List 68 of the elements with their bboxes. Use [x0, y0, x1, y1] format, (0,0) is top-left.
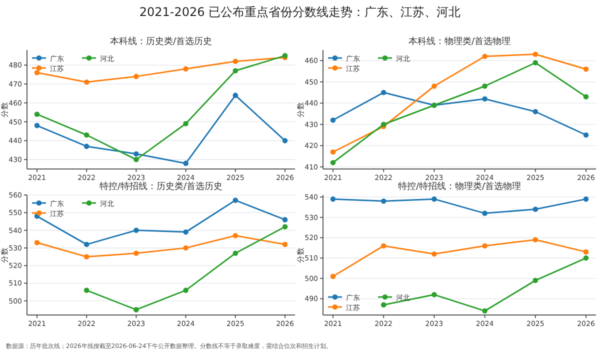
point	[282, 242, 288, 248]
point	[532, 278, 538, 284]
point	[134, 156, 139, 162]
point	[380, 90, 386, 96]
point	[232, 92, 238, 98]
point	[380, 302, 386, 308]
chart-title: 2021-2026 已公布重点省份分数线走势：广东、江苏、河北	[139, 5, 461, 19]
point	[330, 117, 336, 123]
point	[330, 274, 336, 279]
point	[380, 243, 386, 248]
point	[432, 292, 437, 298]
point	[583, 94, 589, 100]
point	[84, 242, 90, 248]
point	[34, 70, 40, 76]
point	[583, 255, 589, 261]
point	[330, 149, 336, 155]
point	[134, 228, 139, 233]
point	[134, 74, 139, 80]
point	[532, 206, 538, 212]
point	[583, 249, 589, 255]
chart-subtitle: 特控/特招线：物理类/首选物理	[398, 181, 522, 192]
point	[482, 96, 488, 102]
point	[432, 196, 437, 202]
point	[183, 288, 188, 293]
point	[432, 83, 437, 89]
point	[232, 198, 238, 203]
point	[532, 52, 538, 57]
point	[583, 132, 589, 138]
point	[330, 160, 336, 166]
point	[232, 68, 238, 74]
point	[532, 237, 538, 242]
point	[84, 288, 90, 293]
point	[232, 232, 238, 238]
point	[84, 132, 90, 138]
chart-subtitle: 本科线：历史类/首选历史	[110, 36, 212, 47]
point	[380, 198, 386, 204]
point	[482, 308, 488, 314]
point	[183, 245, 188, 251]
point	[282, 138, 288, 144]
point	[183, 66, 188, 72]
point	[532, 108, 538, 114]
point	[134, 250, 139, 256]
point	[282, 217, 288, 222]
point	[583, 66, 589, 72]
chart-subtitle: 特控/特招线：历史类/首选历史	[99, 181, 223, 192]
point	[34, 122, 40, 128]
point	[583, 196, 589, 202]
point	[482, 83, 488, 89]
point	[183, 229, 188, 235]
point	[482, 243, 488, 248]
point	[232, 250, 238, 256]
point	[134, 151, 139, 157]
point	[432, 251, 437, 257]
point	[232, 58, 238, 64]
point	[482, 210, 488, 216]
point	[134, 307, 139, 312]
point	[330, 196, 336, 202]
point	[282, 224, 288, 230]
point	[34, 112, 40, 117]
chart-subtitle: 本科线：物理类/首选物理	[408, 36, 511, 47]
point	[84, 79, 90, 85]
point	[34, 240, 40, 246]
point	[482, 54, 488, 60]
point	[84, 144, 90, 149]
point	[84, 254, 90, 260]
point	[183, 160, 188, 166]
point	[183, 121, 188, 126]
point	[532, 60, 538, 66]
